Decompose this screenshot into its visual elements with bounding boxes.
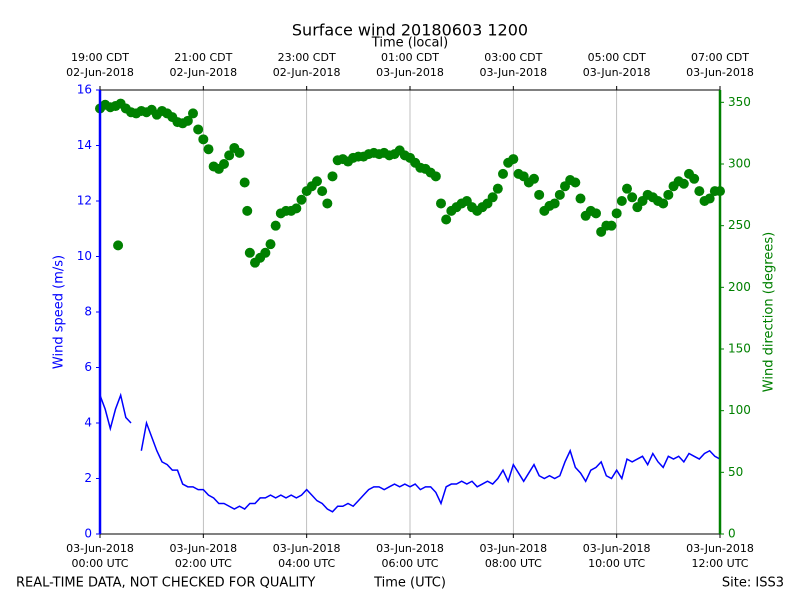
y-tick-label: 0 [84, 527, 92, 541]
direction-point [554, 189, 565, 200]
top-tick-label: 21:00 CDT 02-Jun-2018 [169, 51, 238, 79]
direction-point [182, 115, 193, 126]
direction-point [242, 205, 253, 216]
y-tick-label: 6 [84, 360, 92, 374]
y2-tick-label: 250 [728, 218, 751, 232]
quality-note: REAL-TIME DATA, NOT CHECKED FOR QUALITY [16, 576, 315, 591]
direction-point [436, 198, 446, 209]
x-tick-label: 03-Jun-2018 06:00 UTC [376, 542, 444, 570]
direction-point [224, 150, 235, 161]
direction-point [591, 208, 601, 219]
chart-title: Surface wind 20180603 1200 [292, 21, 528, 40]
direction-point [663, 189, 674, 200]
direction-point [113, 240, 124, 251]
direction-point [203, 144, 214, 155]
y-tick-label: 16 [77, 83, 92, 97]
direction-point [570, 177, 581, 188]
y2-axis-label: Wind direction (degrees) [762, 232, 777, 392]
top-tick-label: 23:00 CDT 02-Jun-2018 [272, 51, 341, 79]
direction-point [198, 134, 209, 145]
direction-point [312, 176, 322, 187]
top-tick-label: 07:00 CDT 03-Jun-2018 [686, 51, 754, 79]
direction-point [291, 203, 302, 214]
x-tick-label: 03-Jun-2018 10:00 UTC [582, 542, 651, 570]
y-tick-label: 14 [77, 138, 92, 152]
x-tick-label: 03-Jun-2018 04:00 UTC [272, 542, 341, 570]
top-axis-label: Time (local) [371, 36, 448, 51]
x-tick-label: 03-Jun-2018 00:00 UTC [66, 542, 134, 570]
direction-point [193, 124, 204, 135]
x-axis-label: Time (UTC) [373, 576, 446, 591]
direction-point [611, 208, 622, 219]
direction-point [270, 220, 281, 231]
direction-point [689, 173, 700, 184]
direction-point [534, 189, 545, 200]
x-tick-label: 03-Jun-2018 12:00 UTC [686, 542, 754, 570]
direction-point [219, 159, 229, 169]
direction-point [694, 186, 705, 197]
top-tick-label: 01:00 CDT 03-Jun-2018 [376, 51, 444, 79]
direction-point [260, 247, 271, 258]
direction-point [234, 147, 245, 158]
direction-point [508, 154, 519, 165]
y2-tick-label: 350 [728, 95, 751, 109]
x-tick-label: 03-Jun-2018 02:00 UTC [169, 542, 238, 570]
direction-point [487, 192, 498, 203]
direction-point [498, 168, 508, 179]
y2-tick-label: 200 [728, 280, 751, 294]
direction-point [622, 183, 632, 194]
site-label: Site: ISS3 [722, 576, 784, 591]
y2-tick-label: 300 [728, 157, 751, 171]
y-axis-label: Wind speed (m/s) [52, 255, 67, 369]
y-tick-label: 12 [77, 194, 92, 208]
y-tick-label: 10 [77, 249, 92, 263]
direction-point [244, 247, 255, 258]
top-tick-label: 03:00 CDT 03-Jun-2018 [479, 51, 548, 79]
direction-point [188, 108, 198, 119]
y2-tick-label: 150 [728, 342, 751, 356]
direction-point [575, 193, 586, 204]
direction-point [492, 183, 503, 194]
top-tick-label: 19:00 CDT 02-Jun-2018 [66, 51, 134, 79]
direction-point [606, 220, 617, 231]
direction-point [322, 198, 333, 209]
y-tick-label: 2 [84, 471, 92, 485]
y2-tick-label: 0 [728, 527, 736, 541]
direction-point [627, 192, 638, 203]
direction-point [678, 178, 689, 189]
direction-point [296, 194, 307, 205]
direction-point [658, 198, 669, 209]
x-tick-label: 03-Jun-2018 08:00 UTC [479, 542, 548, 570]
speed-line [99, 392, 721, 513]
direction-point [549, 198, 560, 209]
y-tick-label: 4 [84, 416, 92, 430]
direction-point [327, 171, 338, 182]
top-tick-label: 05:00 CDT 03-Jun-2018 [582, 51, 651, 79]
y-tick-label: 8 [84, 305, 92, 319]
direction-point [265, 239, 276, 250]
direction-point [529, 173, 539, 184]
direction-point [430, 171, 441, 182]
direction-point [704, 193, 715, 204]
direction-point [441, 214, 452, 225]
direction-point [317, 186, 328, 197]
y2-tick-label: 50 [728, 465, 743, 479]
direction-point [239, 177, 250, 188]
y2-tick-label: 100 [728, 403, 751, 417]
direction-point [616, 196, 627, 206]
